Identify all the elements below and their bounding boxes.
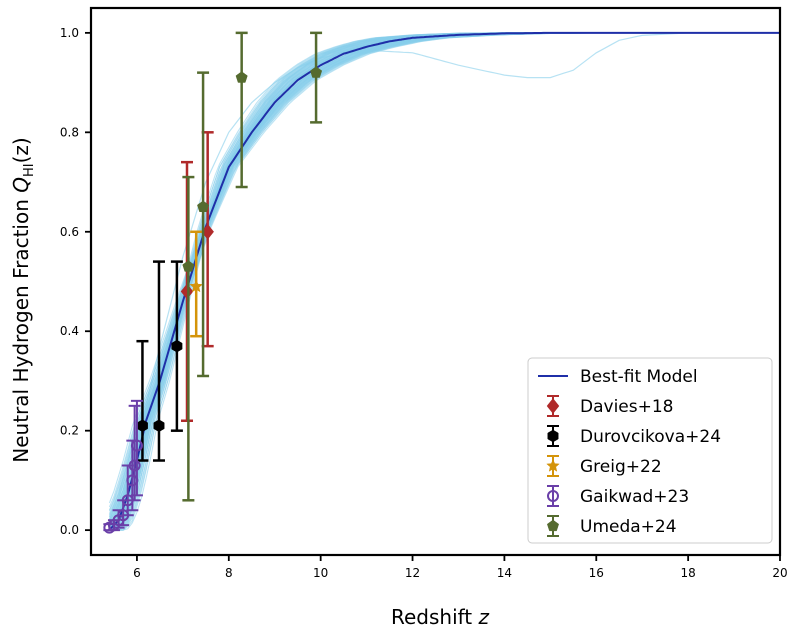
data-point: [235, 71, 248, 83]
y-tick-label: 0.0: [60, 523, 79, 537]
legend-marker: [547, 490, 559, 502]
y-tick-label: 1.0: [60, 26, 79, 40]
data-points-layer: [103, 31, 323, 534]
data-point: [130, 439, 143, 452]
legend-label: Best-fit Model: [580, 367, 698, 387]
legend-label: Greig+22: [580, 457, 662, 477]
series-gaikwad-23: [103, 399, 143, 534]
legend-label: Davies+18: [580, 397, 673, 417]
data-point: [153, 419, 165, 432]
legend-marker: [547, 429, 559, 443]
y-tick-label: 0.6: [60, 225, 79, 239]
data-point: [310, 66, 323, 78]
x-tick-label: 20: [772, 566, 787, 580]
legend: Best-fit Model Davies+18 Durovcikova+24 Gre…: [527, 357, 773, 544]
y-axis-label: Neutral Hydrogen Fraction QHI(z): [9, 137, 37, 462]
data-point: [180, 283, 194, 300]
legend-marker: [546, 398, 560, 414]
posterior-outlier-line: [108, 32, 780, 531]
y-tick-label: 0.8: [60, 125, 79, 139]
x-tick-label: 18: [680, 566, 695, 580]
legend-label: Durovcikova+24: [580, 427, 721, 447]
plot-frame: [89, 6, 782, 557]
y-tick-label: 0.2: [60, 424, 79, 438]
best-fit-model-line: [108, 31, 780, 531]
data-point: [182, 260, 195, 272]
legend-marker: [546, 519, 560, 532]
series-davies-18: [180, 131, 214, 422]
x-tick-label: 6: [133, 566, 141, 580]
x-tick-label: 10: [313, 566, 328, 580]
legend-marker: [546, 458, 560, 472]
x-tick-label: 8: [225, 566, 233, 580]
data-point: [128, 459, 141, 472]
x-axis-label: Redshift z: [391, 605, 490, 629]
y-tick-label: 0.4: [60, 324, 79, 338]
best-fit-model-layer: [108, 31, 780, 531]
axes: 6 8 10 12 14 16 18 20 0.0 0.2 0.4 0.6 0.8 1.0: [60, 6, 788, 580]
data-point: [189, 279, 203, 293]
series-greig-22: [189, 230, 203, 338]
data-point: [197, 200, 210, 213]
legend-label: Umeda+24: [580, 517, 677, 537]
series-durovcikova-24: [136, 260, 183, 462]
x-tick-label: 12: [405, 566, 420, 580]
legend-label: Gaikwad+23: [580, 487, 689, 507]
series-umeda-24: [182, 31, 323, 502]
data-point: [171, 339, 183, 353]
x-tick-label: 16: [589, 566, 604, 580]
x-tick-label: 14: [497, 566, 512, 580]
legend-box: [527, 357, 773, 544]
